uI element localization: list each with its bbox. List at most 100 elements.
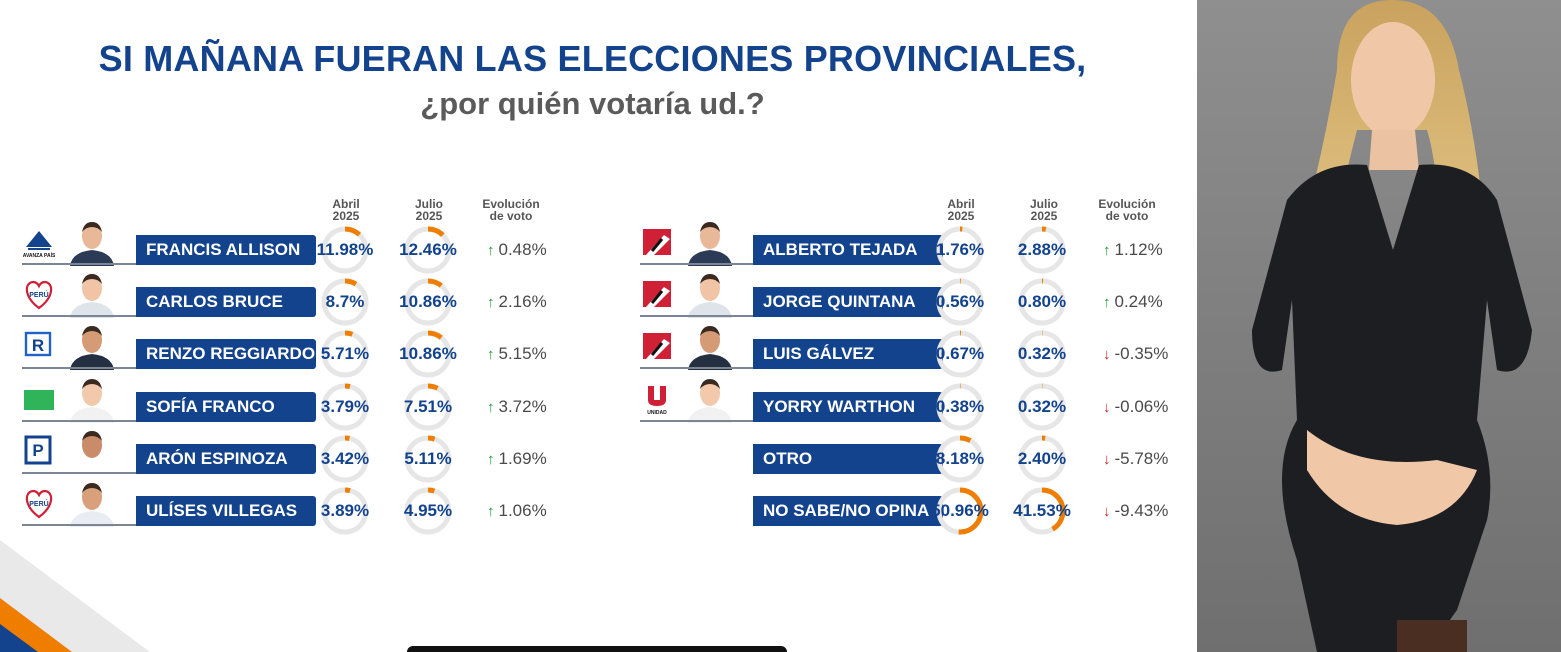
abril-donut (321, 487, 369, 535)
candidate-row: LUIS GÁLVEZ 0.67% 0.32% ↓ -0.35% (0, 319, 1190, 378)
arrow-up-icon: ↑ (1103, 242, 1111, 259)
column-header-evolucion: Evolución de voto (1098, 197, 1156, 223)
logo-text: PERÚ (29, 290, 48, 299)
abril-donut (321, 383, 369, 431)
candidate-row: ALBERTO TEJADA 1.76% 2.88% ↑ 1.12% (0, 215, 1190, 274)
logo-text: AVANZA PAÍS (23, 251, 56, 259)
row-underline (22, 263, 136, 265)
candidate-portrait (1197, 0, 1561, 652)
evolucion-value: ↓ -0.06% (1103, 397, 1168, 417)
abril-donut (936, 226, 984, 274)
candidate-name: ULÍSES VILLEGAS (136, 496, 316, 526)
arrow-down-icon: ↓ (1103, 346, 1111, 364)
candidate-row: OTRO 8.18% 2.40% ↓ -5.78% (0, 424, 1190, 483)
arrow-down-icon: ↓ (1103, 450, 1111, 468)
avanza-pais-logo: AVANZA PAÍS (23, 231, 56, 259)
evolucion-value: ↓ -5.78% (1103, 449, 1168, 469)
julio-donut (404, 226, 452, 274)
abril-value: 0.56% (935, 292, 985, 312)
row-underline (22, 367, 136, 370)
evolucion-value: ↓ -9.43% (1103, 501, 1168, 521)
evolucion-value: ↑ 0.24% (1103, 292, 1163, 312)
donut-fill (936, 330, 984, 378)
evolucion-text: 0.48% (498, 240, 547, 259)
arrow-up-icon: ↑ (487, 346, 495, 364)
logo-text: R (32, 336, 44, 355)
logo-text: P (32, 441, 43, 460)
evolucion-text: 0.24% (1114, 292, 1163, 312)
donut-fill (321, 278, 369, 326)
abril-donut (321, 435, 369, 483)
julio-value: 0.32% (1017, 344, 1067, 364)
candidate-row: P ARÓN ESPINOZA 3.42% 5.11% ↑ 1.69% (0, 424, 1190, 483)
donut-fill (321, 226, 369, 274)
evolucion-value: ↓ -0.35% (1103, 344, 1168, 364)
julio-value: 2.40% (1017, 448, 1067, 468)
donut-fill (1018, 487, 1066, 535)
evolucion-value: ↑ 0.48% (487, 240, 547, 260)
abril-donut (936, 278, 984, 326)
julio-donut (404, 383, 452, 431)
julio-value: 12.46% (399, 240, 457, 259)
julio-value: 0.32% (1017, 396, 1067, 416)
donut-fill (936, 226, 984, 274)
green-party-logo (24, 389, 54, 410)
page-subtitle: ¿por quién votaría ud.? (420, 86, 765, 121)
julio-donut (1018, 487, 1066, 535)
evolucion-text: 1.12% (1114, 240, 1163, 259)
candidate-photo (70, 274, 114, 319)
abril-value: 0.38% (935, 396, 985, 416)
abril-value: 5.71% (320, 344, 370, 364)
candidate-photo (70, 222, 114, 266)
donut-fill (404, 435, 452, 483)
donut-fill (321, 383, 369, 431)
abril-donut (936, 330, 984, 378)
candidate-name: SOFÍA FRANCO (136, 391, 316, 422)
column-header-abril: Abril 2025 (332, 197, 360, 223)
abril-donut (321, 278, 369, 326)
candidate-photo (70, 430, 114, 475)
unidad-logo: UNIDAD (647, 385, 667, 416)
peru-libre-logo (643, 281, 671, 308)
evolucion-value: ↑ 1.12% (1103, 240, 1163, 260)
column-header-julio: Julio 2025 (414, 197, 443, 223)
row-underline (640, 367, 753, 370)
donut-fill (1018, 435, 1066, 483)
julio-value: 7.51% (403, 396, 453, 416)
julio-donut (404, 435, 452, 483)
candidate-row: NO SABE/NO OPINA 50.96% 41.53% ↓ -9.43% (0, 476, 1190, 535)
candidate-row: SOFÍA FRANCO 3.79% 7.51% ↑ 3.72% (0, 372, 1190, 431)
abril-value: 8.18% (935, 448, 985, 468)
arrow-up-icon: ↑ (1103, 294, 1111, 312)
candidate-row: R RENZO REGGIARDO 5.71% 10.86% ↑ 5.15% (0, 319, 1190, 378)
julio-donut (1018, 435, 1066, 483)
evolucion-value: ↑ 1.06% (487, 501, 547, 521)
abril-donut (936, 383, 984, 431)
evolucion-text: 3.72% (498, 396, 547, 416)
candidate-name: JORGE QUINTANA (753, 287, 943, 318)
evolucion-text: 1.69% (498, 448, 547, 468)
abril-donut (936, 487, 984, 535)
julio-value: 41.53% (1013, 501, 1071, 520)
candidate-photo (688, 222, 732, 266)
abril-value: 50.96% (931, 501, 989, 520)
julio-value: 10.86% (399, 292, 457, 312)
abril-donut (321, 330, 369, 378)
julio-donut (1018, 278, 1066, 326)
candidate-row: AVANZA PAÍS FRANCIS ALLISON 11.98% 12.46% ↑ 0… (0, 215, 1190, 274)
julio-value: 10.86% (399, 344, 457, 364)
candidate-row: UNIDAD YORRY WARTHON 0.38% 0.32% ↓ -0.06% (0, 372, 1190, 431)
donut-fill (936, 278, 984, 326)
candidate-name: CARLOS BRUCE (136, 287, 316, 318)
evolucion-text: -0.06% (1114, 396, 1169, 416)
evolucion-text: 5.15% (498, 344, 547, 364)
candidate-photo (688, 274, 732, 319)
candidate-name: ALBERTO TEJADA (753, 235, 943, 265)
column-header-julio: Julio 2025 (1029, 197, 1058, 223)
peru-libre-logo (643, 229, 671, 255)
somos-peru-logo: PERÚ (25, 489, 53, 519)
column-header-evolucion: Evolución de voto (482, 197, 540, 223)
donut-fill (936, 487, 984, 535)
donut-fill (404, 487, 452, 535)
